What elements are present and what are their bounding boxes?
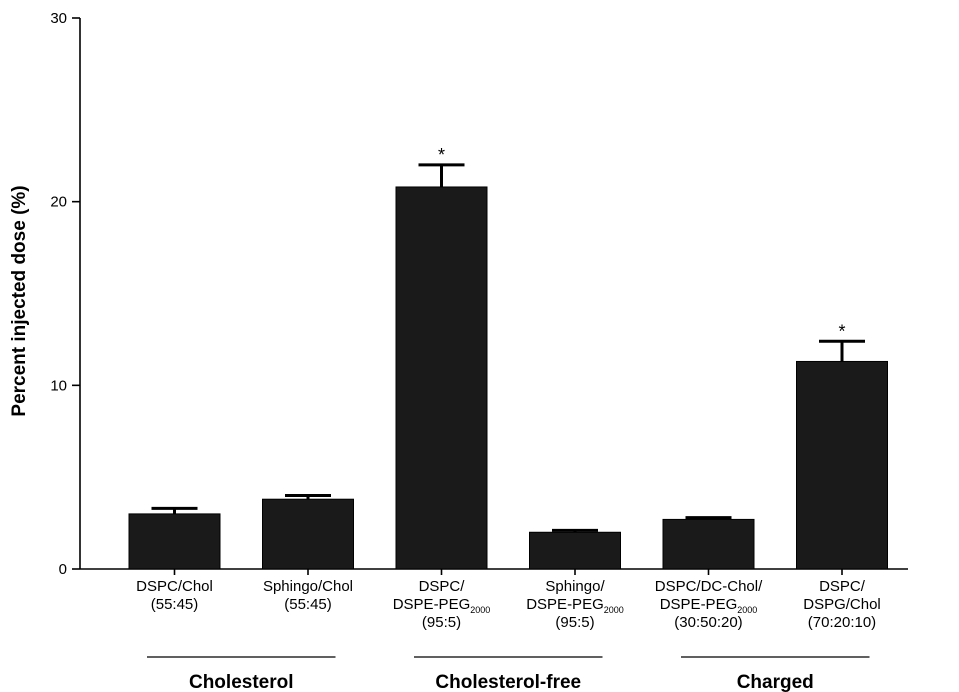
label-subscript: 2000 xyxy=(737,605,757,615)
label-line: DSPE-PEG xyxy=(660,596,738,613)
y-axis-label: Percent injected dose (%) xyxy=(9,185,30,416)
group-label: Charged xyxy=(737,672,814,692)
label-line: DSPC/ xyxy=(419,578,466,595)
x-category-label: Sphingo/Chol (55:45) xyxy=(263,578,353,613)
x-category-label: DSPC/DC-Chol/DSPE-PEG2000 (30:50:20) xyxy=(655,578,763,631)
bar xyxy=(662,518,755,570)
y-tick-label: 0 xyxy=(59,561,67,578)
label-line: DSPE-PEG xyxy=(526,596,604,613)
group-label: Cholesterol xyxy=(189,672,294,692)
label-subscript: 2000 xyxy=(470,605,490,615)
label-line: (70:20:10) xyxy=(808,614,876,631)
significance-marker: * xyxy=(838,321,845,341)
label-line: DSPG/Chol xyxy=(803,596,881,613)
label-line: (55:45) xyxy=(284,596,332,613)
label-subscript: 2000 xyxy=(604,605,624,615)
bar xyxy=(529,531,621,570)
bar xyxy=(796,360,888,570)
label-line: DSPC/DC-Chol/ xyxy=(655,578,763,595)
group-label: Cholesterol-free xyxy=(435,672,581,692)
x-category-label: DSPC/Chol (55:45) xyxy=(136,578,213,613)
bar xyxy=(395,186,488,570)
y-tick-label: 20 xyxy=(50,194,67,211)
label-line: DSPC/ xyxy=(819,578,866,595)
significance-marker: * xyxy=(438,145,445,165)
x-category-label: Sphingo/DSPE-PEG2000 (95:5) xyxy=(526,578,624,631)
label-line: DSPC/Chol xyxy=(136,578,213,595)
label-line: (95:5) xyxy=(422,614,461,631)
label-line: DSPE-PEG xyxy=(393,596,471,613)
bar xyxy=(128,513,221,570)
label-line: (95:5) xyxy=(555,614,594,631)
bar xyxy=(262,498,354,570)
label-line: (55:45) xyxy=(151,596,199,613)
label-line: Sphingo/Chol xyxy=(263,578,353,595)
y-tick-label: 30 xyxy=(50,10,67,27)
label-line: (30:50:20) xyxy=(674,614,742,631)
x-category-label: DSPC/DSPE-PEG2000 (95:5) xyxy=(393,578,491,631)
y-tick-label: 10 xyxy=(50,377,67,394)
x-category-label: DSPC/DSPG/Chol (70:20:10) xyxy=(803,578,881,631)
label-line: Sphingo/ xyxy=(545,578,605,595)
